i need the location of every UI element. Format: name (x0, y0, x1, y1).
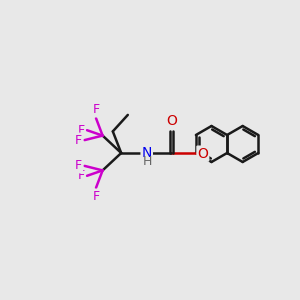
Text: F: F (92, 190, 100, 202)
Text: O: O (197, 147, 208, 160)
Text: F: F (77, 169, 85, 182)
Text: H: H (143, 155, 153, 168)
Text: F: F (75, 134, 82, 147)
Text: O: O (166, 114, 177, 128)
Text: N: N (142, 146, 152, 160)
Text: F: F (75, 159, 82, 172)
Text: F: F (77, 124, 85, 137)
Text: F: F (92, 103, 100, 116)
